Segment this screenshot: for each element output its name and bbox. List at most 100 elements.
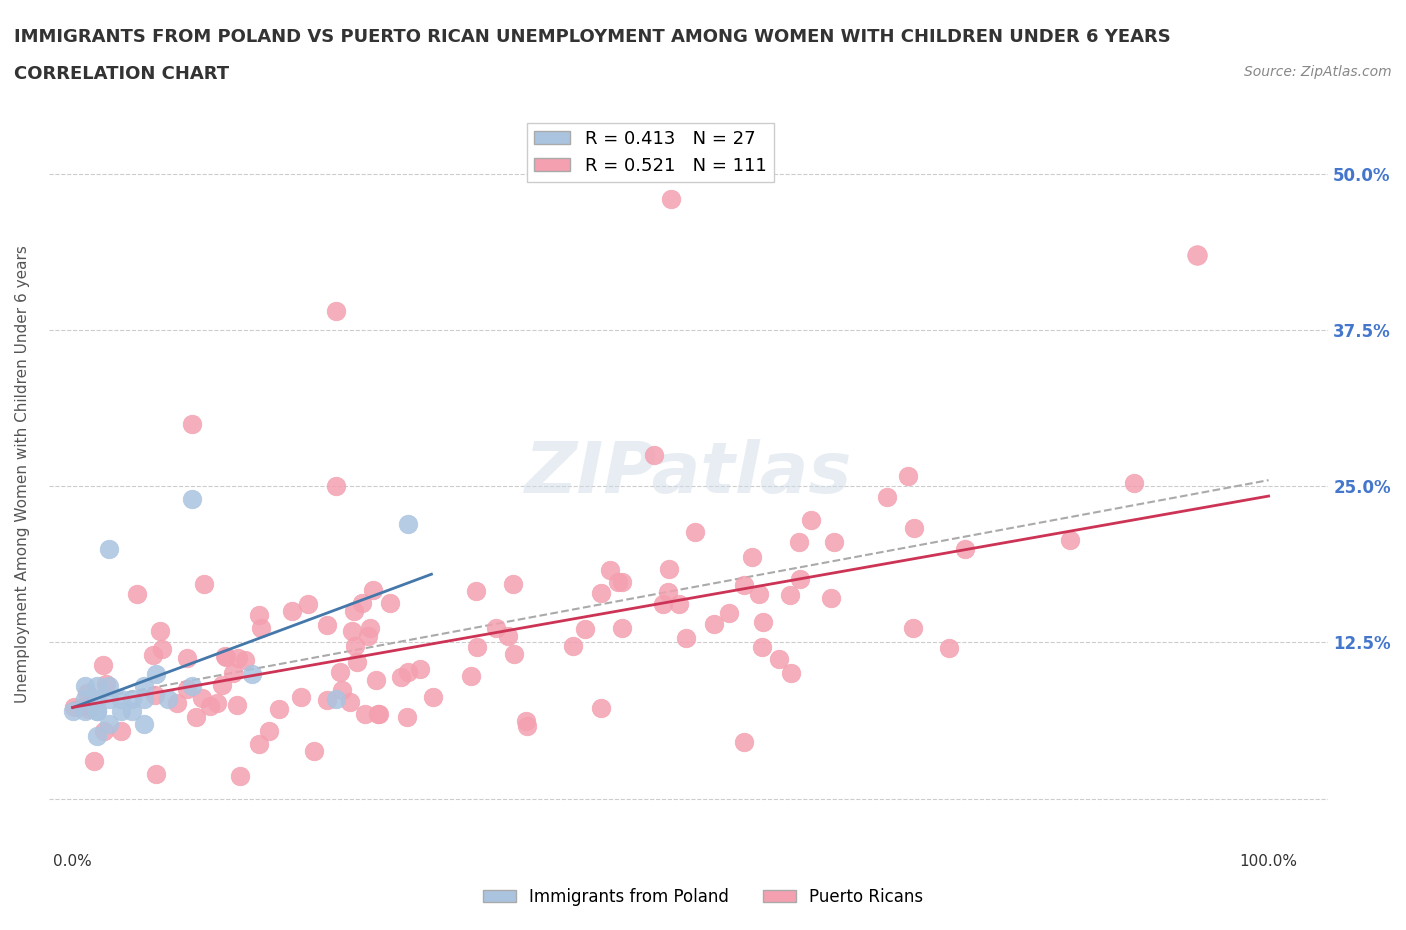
Puerto Ricans bbox=[938, 641, 960, 656]
Point bbox=[325, 304, 347, 319]
Text: ZIPatlas: ZIPatlas bbox=[524, 439, 852, 508]
Legend: Immigrants from Poland, Puerto Ricans: Immigrants from Poland, Puerto Ricans bbox=[477, 881, 929, 912]
Puerto Ricans bbox=[657, 585, 679, 600]
Puerto Ricans bbox=[409, 662, 432, 677]
Puerto Ricans bbox=[214, 648, 236, 663]
Immigrants from Poland bbox=[73, 691, 96, 706]
Puerto Ricans bbox=[83, 753, 105, 768]
Immigrants from Poland bbox=[325, 691, 347, 706]
Puerto Ricans bbox=[193, 577, 215, 591]
Puerto Ricans bbox=[91, 658, 114, 672]
Immigrants from Poland bbox=[73, 679, 96, 694]
Text: CORRELATION CHART: CORRELATION CHART bbox=[14, 65, 229, 83]
Puerto Ricans bbox=[589, 586, 612, 601]
Puerto Ricans bbox=[460, 668, 482, 683]
Puerto Ricans bbox=[1059, 532, 1081, 547]
Puerto Ricans bbox=[233, 653, 256, 668]
Puerto Ricans bbox=[502, 577, 524, 591]
Immigrants from Poland bbox=[97, 691, 120, 706]
Puerto Ricans bbox=[703, 617, 725, 631]
Puerto Ricans bbox=[612, 621, 634, 636]
Puerto Ricans bbox=[751, 640, 773, 655]
Puerto Ricans bbox=[343, 604, 366, 618]
Puerto Ricans bbox=[290, 690, 312, 705]
Puerto Ricans bbox=[752, 615, 775, 630]
Puerto Ricans bbox=[184, 710, 207, 724]
Immigrants from Poland bbox=[86, 729, 108, 744]
Puerto Ricans bbox=[339, 695, 361, 710]
Puerto Ricans bbox=[222, 665, 245, 680]
Puerto Ricans bbox=[367, 707, 389, 722]
Legend: R = 0.413   N = 27, R = 0.521   N = 111: R = 0.413 N = 27, R = 0.521 N = 111 bbox=[527, 123, 773, 182]
Puerto Ricans bbox=[610, 575, 633, 590]
Puerto Ricans bbox=[389, 670, 412, 684]
Puerto Ricans bbox=[589, 701, 612, 716]
Puerto Ricans bbox=[359, 620, 381, 635]
Text: Source: ZipAtlas.com: Source: ZipAtlas.com bbox=[1244, 65, 1392, 79]
Immigrants from Poland bbox=[121, 704, 143, 719]
Puerto Ricans bbox=[350, 595, 373, 610]
Puerto Ricans bbox=[176, 682, 198, 697]
Puerto Ricans bbox=[346, 655, 368, 670]
Puerto Ricans bbox=[329, 665, 352, 680]
Puerto Ricans bbox=[363, 582, 385, 597]
Puerto Ricans bbox=[741, 550, 763, 565]
Puerto Ricans bbox=[142, 647, 165, 662]
Immigrants from Poland bbox=[86, 704, 108, 719]
Puerto Ricans bbox=[396, 665, 419, 680]
Puerto Ricans bbox=[903, 620, 925, 635]
Puerto Ricans bbox=[675, 631, 697, 645]
Puerto Ricans bbox=[354, 706, 377, 721]
Puerto Ricans bbox=[344, 639, 367, 654]
Puerto Ricans bbox=[1122, 475, 1144, 490]
Puerto Ricans bbox=[897, 469, 920, 484]
Immigrants from Poland bbox=[97, 716, 120, 731]
Immigrants from Poland bbox=[134, 679, 156, 694]
Puerto Ricans bbox=[768, 652, 790, 667]
Puerto Ricans bbox=[94, 676, 117, 691]
Puerto Ricans bbox=[342, 624, 364, 639]
Puerto Ricans bbox=[211, 677, 233, 692]
Puerto Ricans bbox=[668, 596, 690, 611]
Puerto Ricans bbox=[143, 687, 166, 702]
Immigrants from Poland bbox=[145, 666, 167, 681]
Puerto Ricans bbox=[125, 587, 148, 602]
Y-axis label: Unemployment Among Women with Children Under 6 years: Unemployment Among Women with Children U… bbox=[15, 245, 30, 702]
Puerto Ricans bbox=[145, 766, 167, 781]
Immigrants from Poland bbox=[110, 704, 132, 719]
Puerto Ricans bbox=[364, 672, 387, 687]
Puerto Ricans bbox=[953, 541, 976, 556]
Puerto Ricans bbox=[485, 620, 508, 635]
Puerto Ricans bbox=[607, 575, 630, 590]
Immigrants from Poland bbox=[86, 691, 108, 706]
Puerto Ricans bbox=[395, 710, 418, 724]
Puerto Ricans bbox=[574, 621, 596, 636]
Puerto Ricans bbox=[651, 596, 673, 611]
Puerto Ricans bbox=[75, 698, 97, 713]
Puerto Ricans bbox=[267, 702, 290, 717]
Puerto Ricans bbox=[748, 587, 770, 602]
Immigrants from Poland bbox=[121, 691, 143, 706]
Puerto Ricans bbox=[733, 578, 755, 592]
Puerto Ricans bbox=[378, 596, 401, 611]
Puerto Ricans bbox=[685, 525, 707, 539]
Puerto Ricans bbox=[733, 735, 755, 750]
Puerto Ricans bbox=[281, 604, 304, 618]
Puerto Ricans bbox=[166, 695, 188, 710]
Puerto Ricans bbox=[496, 629, 519, 644]
Immigrants from Poland bbox=[181, 491, 204, 506]
Puerto Ricans bbox=[658, 562, 681, 577]
Puerto Ricans bbox=[150, 642, 173, 657]
Puerto Ricans bbox=[779, 666, 801, 681]
Point bbox=[1185, 247, 1208, 262]
Puerto Ricans bbox=[356, 629, 378, 644]
Puerto Ricans bbox=[330, 683, 353, 698]
Immigrants from Poland bbox=[86, 679, 108, 694]
Puerto Ricans bbox=[503, 646, 526, 661]
Point bbox=[325, 479, 347, 494]
Puerto Ricans bbox=[249, 607, 271, 622]
Immigrants from Poland bbox=[73, 704, 96, 719]
Point bbox=[659, 192, 682, 206]
Immigrants from Poland bbox=[134, 691, 156, 706]
Immigrants from Poland bbox=[134, 716, 156, 731]
